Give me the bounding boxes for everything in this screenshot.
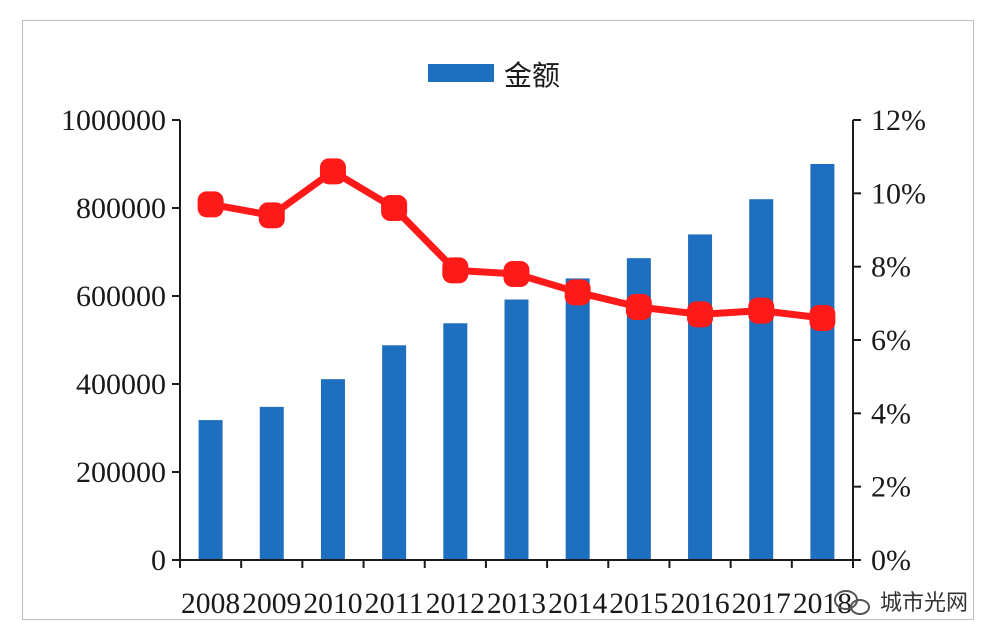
line-point-2011 <box>381 195 408 221</box>
bar-2009 <box>259 406 284 560</box>
right-tick-label: 2% <box>871 471 911 504</box>
line-point-2012 <box>442 257 469 284</box>
left-tick-label: 400000 <box>76 368 166 401</box>
line-point-2013 <box>503 261 530 287</box>
left-tick-label: 200000 <box>76 456 166 489</box>
line-point-2014 <box>564 279 591 306</box>
left-tick-label: 800000 <box>76 192 166 225</box>
x-tick-label-2010: 2010 <box>303 587 362 620</box>
x-tick-label-2016: 2016 <box>670 587 729 620</box>
bar-2013 <box>504 299 529 560</box>
line-point-2010 <box>319 158 346 185</box>
watermark: 城市光网 <box>834 590 968 616</box>
right-tick-label: 10% <box>871 177 926 210</box>
bar-2008 <box>198 420 223 560</box>
left-tick-label: 0 <box>151 544 166 577</box>
bar-2012 <box>443 323 468 560</box>
line-point-2015 <box>625 294 652 320</box>
x-tick-label-2012: 2012 <box>426 587 485 620</box>
line-point-2017 <box>748 297 775 324</box>
right-tick-label: 8% <box>871 251 911 284</box>
right-tick-label: 4% <box>871 397 911 430</box>
right-tick-label: 12% <box>871 104 926 137</box>
x-tick-label-2011: 2011 <box>365 587 424 620</box>
legend: 金额 <box>428 59 560 92</box>
line-series <box>209 167 823 322</box>
x-tick-label-2017: 2017 <box>732 587 791 620</box>
legend-swatch-bar <box>428 64 494 82</box>
line-point-2008 <box>197 191 224 218</box>
line-point-2016 <box>687 301 714 328</box>
left-tick-label: 1000000 <box>61 104 166 137</box>
bar-2011 <box>382 345 407 560</box>
right-tick-label: 6% <box>871 324 911 357</box>
wechat-icon <box>834 590 870 615</box>
line-point-2009 <box>258 202 285 229</box>
right-tick-label: 0% <box>871 544 911 577</box>
bar-2010 <box>320 379 345 560</box>
watermark-text: 城市光网 <box>880 591 968 616</box>
bar-2014 <box>565 278 590 560</box>
x-tick-label-2008: 2008 <box>181 587 240 620</box>
x-tick-label-2009: 2009 <box>242 587 301 620</box>
bar-2016 <box>688 234 713 560</box>
x-tick-label-2014: 2014 <box>548 587 607 620</box>
left-tick-label: 600000 <box>76 280 166 313</box>
legend-label: 金额 <box>504 59 560 92</box>
bar-2017 <box>749 199 774 560</box>
line-point-2018 <box>809 305 836 331</box>
x-tick-label-2015: 2015 <box>609 587 668 620</box>
bar-2018 <box>810 164 835 560</box>
x-tick-label-2013: 2013 <box>487 587 546 620</box>
